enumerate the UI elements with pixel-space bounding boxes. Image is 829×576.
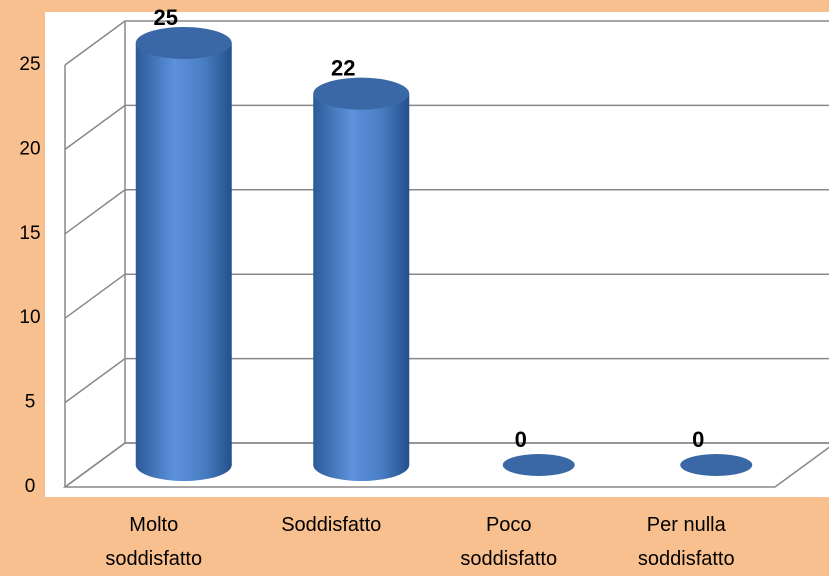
bar-body: [313, 93, 410, 465]
grid-line: [64, 357, 829, 404]
y-tick-label: 0: [25, 476, 36, 497]
bar-top: [135, 27, 232, 59]
y-tick-label: 25: [19, 54, 40, 75]
grid-line: [64, 273, 829, 319]
y-tick-label: 5: [25, 392, 36, 413]
data-label: 25: [154, 5, 178, 30]
bar-top: [313, 77, 410, 110]
data-label: 22: [331, 55, 355, 80]
bar-top: [502, 454, 575, 476]
bar-top: [680, 454, 753, 476]
grid-line: [64, 104, 829, 151]
x-tick-label: Soddisfatto: [281, 514, 382, 536]
x-tick-label: Poco soddisfatto: [460, 514, 558, 570]
bar: [135, 27, 232, 481]
bar: [502, 454, 575, 476]
grid-line: [64, 442, 829, 488]
y-tick-label: 10: [19, 307, 40, 328]
grid-line: [64, 20, 829, 66]
x-tick-label: Per nulla soddisfatto: [637, 514, 735, 570]
x-tick-label: Molto soddisfatto: [105, 514, 203, 570]
bar: [680, 454, 753, 476]
data-label: 0: [692, 427, 704, 452]
y-tick-label: 20: [19, 138, 40, 159]
bar: [313, 77, 410, 481]
bar-body: [135, 43, 232, 465]
grid-line: [64, 189, 829, 235]
y-tick-label: 15: [19, 223, 40, 244]
data-label: 0: [515, 427, 527, 452]
